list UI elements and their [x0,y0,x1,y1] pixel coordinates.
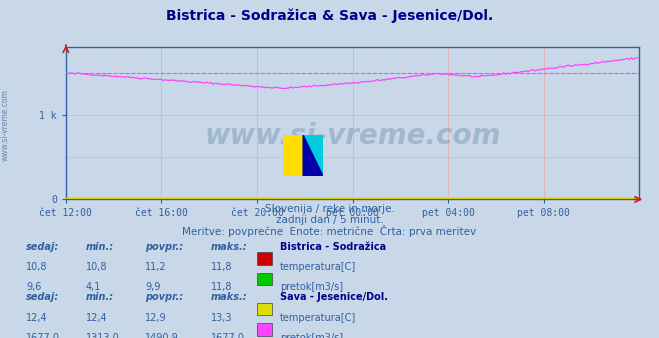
Text: 9,9: 9,9 [145,282,160,292]
Text: 4,1: 4,1 [86,282,101,292]
Polygon shape [283,135,303,176]
Text: 11,2: 11,2 [145,262,167,272]
Text: 13,3: 13,3 [211,313,233,323]
Text: 11,8: 11,8 [211,262,233,272]
Text: www.si-vreme.com: www.si-vreme.com [1,89,10,161]
Text: www.si-vreme.com: www.si-vreme.com [204,122,501,149]
Polygon shape [303,135,323,176]
Text: 12,4: 12,4 [26,313,48,323]
Polygon shape [303,135,323,176]
Text: Bistrica - Sodražica: Bistrica - Sodražica [280,242,386,252]
Text: min.:: min.: [86,242,114,252]
Text: 1677,0: 1677,0 [211,333,245,338]
Text: 9,6: 9,6 [26,282,42,292]
Text: Slovenija / reke in morje.: Slovenija / reke in morje. [264,204,395,215]
Text: 1490,9: 1490,9 [145,333,179,338]
Text: 11,8: 11,8 [211,282,233,292]
Text: povpr.:: povpr.: [145,292,183,303]
Text: sedaj:: sedaj: [26,292,59,303]
Text: sedaj:: sedaj: [26,242,59,252]
Text: pretok[m3/s]: pretok[m3/s] [280,333,343,338]
Text: maks.:: maks.: [211,292,248,303]
Text: Meritve: povprečne  Enote: metrične  Črta: prva meritev: Meritve: povprečne Enote: metrične Črta:… [183,225,476,237]
Text: temperatura[C]: temperatura[C] [280,262,357,272]
Text: 12,4: 12,4 [86,313,107,323]
Polygon shape [283,135,303,176]
Text: Bistrica - Sodražica & Sava - Jesenice/Dol.: Bistrica - Sodražica & Sava - Jesenice/D… [166,8,493,23]
Text: povpr.:: povpr.: [145,242,183,252]
Text: 1677,0: 1677,0 [26,333,61,338]
Text: 12,9: 12,9 [145,313,167,323]
Text: min.:: min.: [86,292,114,303]
Text: 1313,0: 1313,0 [86,333,119,338]
Text: Sava - Jesenice/Dol.: Sava - Jesenice/Dol. [280,292,388,303]
Text: zadnji dan / 5 minut.: zadnji dan / 5 minut. [275,215,384,225]
Text: pretok[m3/s]: pretok[m3/s] [280,282,343,292]
Text: maks.:: maks.: [211,242,248,252]
Text: temperatura[C]: temperatura[C] [280,313,357,323]
Text: 10,8: 10,8 [86,262,107,272]
Text: 10,8: 10,8 [26,262,48,272]
